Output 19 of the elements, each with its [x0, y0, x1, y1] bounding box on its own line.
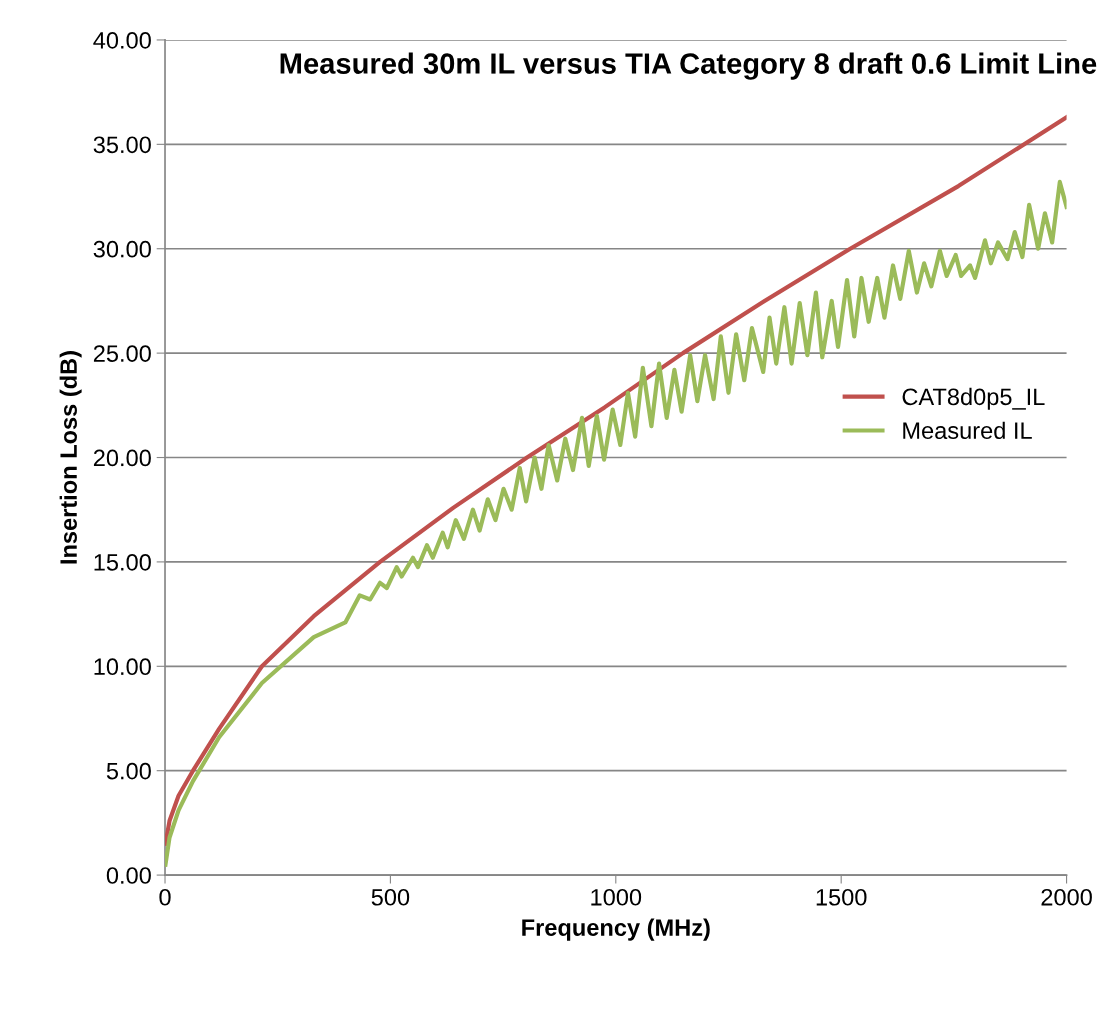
- y-axis-title: Insertion Loss (dB): [59, 351, 82, 564]
- y-tick-label: 25.00: [93, 345, 151, 362]
- y-tick-label: 30.00: [93, 240, 151, 258]
- y-tick-label: 40.00: [93, 32, 151, 49]
- x-axis-title: Frequency (MHz): [522, 918, 710, 941]
- legend-label: CAT8d0p5_IL: [902, 387, 1045, 410]
- x-tick-label: 0: [159, 888, 171, 906]
- chart-title: Measured 30m IL versus TIA Category 8 draft 0.6 Limit Line: [280, 52, 1097, 80]
- y-tick-label: 35.00: [93, 136, 151, 154]
- y-tick-label: 0.00: [106, 867, 151, 884]
- x-tick-label: 2000: [1041, 888, 1092, 906]
- x-tick-label: 1500: [816, 888, 867, 906]
- y-tick-label: 10.00: [94, 658, 151, 676]
- x-tick-label: 500: [371, 888, 410, 906]
- x-tick-label: 1000: [591, 888, 642, 906]
- y-tick-label: 20.00: [93, 449, 151, 467]
- y-tick-label: 5.00: [106, 762, 151, 780]
- legend-label: Measured IL: [903, 421, 1032, 440]
- y-tick-label: 15.00: [94, 553, 151, 571]
